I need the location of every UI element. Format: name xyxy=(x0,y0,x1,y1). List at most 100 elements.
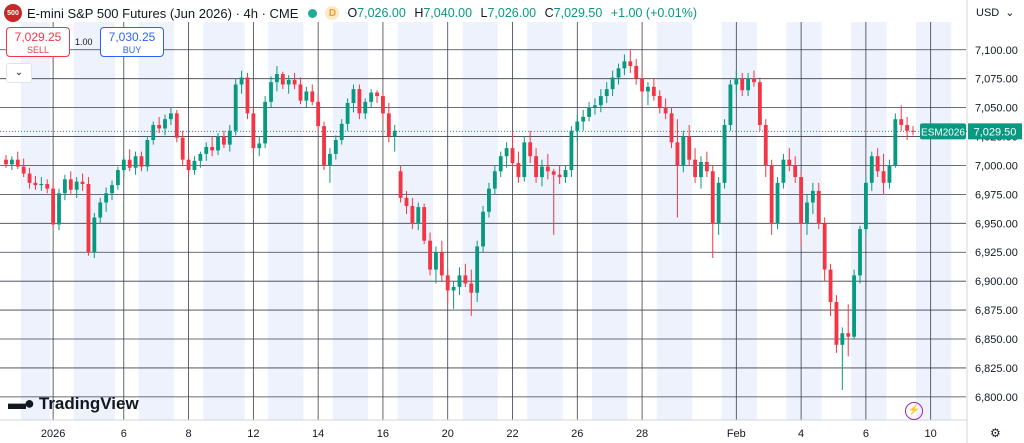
session-band xyxy=(527,22,563,420)
candle xyxy=(416,202,421,231)
candle-body xyxy=(434,252,438,270)
session-band xyxy=(721,22,757,420)
candle xyxy=(528,130,533,164)
candle-body xyxy=(351,89,356,103)
time-tick-label: Feb xyxy=(727,428,746,440)
candle-body xyxy=(68,179,73,190)
symbol-logo-icon[interactable]: 500 xyxy=(4,4,22,22)
candle-body xyxy=(86,183,91,253)
candle xyxy=(333,135,338,160)
candle-body xyxy=(4,159,8,165)
candle xyxy=(899,105,904,131)
candle-body xyxy=(151,124,156,141)
candle xyxy=(799,171,804,247)
candle-body xyxy=(687,136,692,160)
lightning-icon[interactable]: ⚡ xyxy=(905,402,923,420)
candle xyxy=(222,130,226,149)
collapse-chevron-icon[interactable]: ⌄ xyxy=(6,63,32,83)
delayed-data-badge[interactable]: D xyxy=(325,6,340,20)
candle xyxy=(557,165,562,184)
candle xyxy=(251,107,256,154)
candle-body xyxy=(769,165,774,224)
candle-body xyxy=(139,156,144,167)
candle xyxy=(57,188,61,231)
candle-body xyxy=(39,183,44,186)
candle xyxy=(322,121,326,171)
candle xyxy=(687,124,692,166)
candle xyxy=(822,217,827,282)
high-key: H xyxy=(414,6,424,20)
candle-body xyxy=(593,105,597,108)
symbol-label-bg xyxy=(920,123,966,140)
tradingview-logo-icon: ▬● xyxy=(8,393,35,413)
candle-body xyxy=(610,77,615,90)
currency-selector[interactable]: USD ⌄ xyxy=(976,6,1014,20)
session-band xyxy=(786,22,822,420)
candle-body xyxy=(822,223,827,270)
candle-body xyxy=(522,142,527,178)
market-open-icon xyxy=(308,8,318,18)
time-tick-label: 26 xyxy=(571,428,583,440)
candle xyxy=(616,63,621,85)
candle-body xyxy=(45,183,50,189)
buy-button[interactable]: 7,030.25 BUY xyxy=(100,27,164,57)
candle xyxy=(27,167,32,189)
sell-button[interactable]: 7,029.25 SELL xyxy=(6,27,70,57)
candle-body xyxy=(333,140,338,154)
candle-body xyxy=(110,185,114,194)
candle-body xyxy=(858,229,862,276)
candle-body xyxy=(198,153,203,161)
price-tick-label: 6,975.00 xyxy=(975,189,1018,201)
candle xyxy=(781,153,786,189)
candle-body xyxy=(404,197,409,206)
candle xyxy=(304,86,309,108)
candle-body xyxy=(710,171,715,224)
candle xyxy=(98,197,103,224)
candle-body xyxy=(640,78,644,92)
spread-value: 1.00 xyxy=(75,37,93,47)
candle xyxy=(381,92,385,120)
candle xyxy=(516,151,521,183)
candle-body xyxy=(210,146,215,151)
candle-body xyxy=(551,171,556,175)
ohlc-readout: O7,026.00 H7,040.00 L7,026.00 C7,029.50 … xyxy=(347,6,702,20)
candle-body xyxy=(746,78,751,91)
candle xyxy=(634,59,639,85)
candle xyxy=(746,72,751,97)
candle xyxy=(699,156,703,189)
symbol-title[interactable]: E-mini S&P 500 Futures (Jun 2026) · 4h ·… xyxy=(27,5,299,21)
candle xyxy=(893,113,898,168)
session-bands xyxy=(20,22,952,420)
candle-body xyxy=(693,159,697,178)
settings-gear-icon[interactable]: ⚙ xyxy=(990,426,1001,440)
candle-body xyxy=(581,116,586,122)
candle xyxy=(816,182,821,230)
session-band xyxy=(851,22,887,420)
candle-body xyxy=(634,65,639,79)
candle-body xyxy=(80,181,85,184)
candle xyxy=(180,130,185,166)
candle xyxy=(534,148,538,183)
close-key: C xyxy=(544,6,554,20)
candle-body xyxy=(439,252,444,276)
symbol-price-label: ESM2026 xyxy=(921,127,965,138)
candle-body xyxy=(369,92,374,102)
candle xyxy=(239,70,244,94)
candle-body xyxy=(186,159,191,171)
candle-body xyxy=(875,156,880,172)
candle xyxy=(92,212,97,259)
candle xyxy=(62,174,67,201)
time-tick-label: 6 xyxy=(863,428,869,440)
candle-body xyxy=(646,86,650,92)
candle xyxy=(345,98,350,131)
time-tick-label: 14 xyxy=(312,428,324,440)
candle-body xyxy=(292,79,297,85)
price-tick-label: 6,825.00 xyxy=(975,363,1018,375)
candle xyxy=(598,89,603,113)
candle-body xyxy=(286,79,291,85)
candle xyxy=(881,153,886,195)
candle xyxy=(68,171,73,195)
candle xyxy=(610,70,615,97)
candle xyxy=(757,77,762,131)
